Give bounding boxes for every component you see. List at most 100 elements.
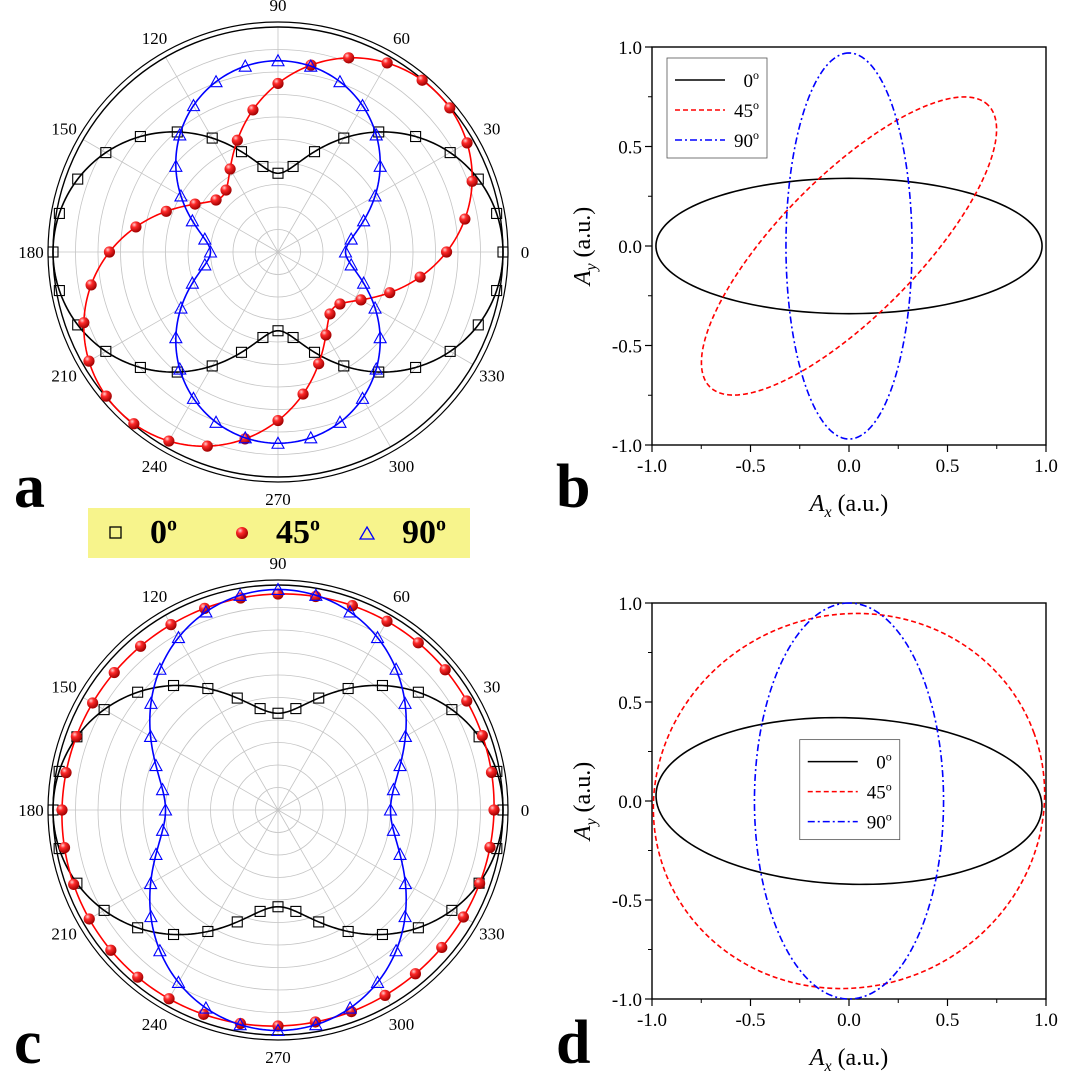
angular-tick-label: 150 bbox=[51, 120, 77, 139]
data-point-90 bbox=[271, 1023, 285, 1037]
series-0-ellipse bbox=[655, 716, 1043, 886]
data-point-45 bbox=[381, 615, 393, 627]
angular-tick-label: 240 bbox=[142, 457, 168, 476]
angular-tick-label: 240 bbox=[142, 1015, 168, 1034]
data-point-0 bbox=[171, 126, 183, 138]
data-point-45 bbox=[83, 913, 95, 925]
panel-label-c: c bbox=[14, 1009, 42, 1077]
data-point-0 bbox=[235, 146, 248, 158]
x-tick-label: -0.5 bbox=[735, 456, 765, 477]
data-point-0 bbox=[444, 345, 456, 357]
data-point-45 bbox=[160, 205, 172, 217]
data-point-90 bbox=[356, 213, 371, 227]
data-point-45 bbox=[439, 664, 451, 676]
data-point-0 bbox=[338, 360, 350, 372]
angular-tick-label: 300 bbox=[389, 1015, 415, 1034]
data-point-90 bbox=[369, 127, 384, 141]
data-point-90 bbox=[171, 975, 186, 988]
data-point-90 bbox=[389, 662, 404, 675]
shared-legend: 0o 45o 90o bbox=[88, 508, 470, 558]
data-point-0 bbox=[134, 130, 146, 143]
data-point-90 bbox=[303, 430, 318, 444]
data-point-45 bbox=[189, 198, 201, 210]
data-point-0 bbox=[231, 916, 243, 928]
data-point-0 bbox=[308, 146, 321, 158]
data-point-45 bbox=[313, 358, 325, 370]
data-point-45 bbox=[56, 804, 68, 816]
series-0-fit-curve bbox=[52, 684, 504, 936]
data-point-0 bbox=[376, 928, 389, 941]
data-point-45 bbox=[444, 102, 456, 114]
filled-sphere-marker-icon bbox=[236, 527, 248, 539]
data-point-0 bbox=[254, 703, 266, 715]
polar-chart-a: 0 30 60 90 120 150 180 210 240 270 300 330 bbox=[18, 0, 529, 509]
polar-grid-spoke bbox=[277, 809, 474, 923]
data-point-90 bbox=[186, 391, 201, 404]
data-point-0 bbox=[72, 173, 84, 185]
data-point-90 bbox=[174, 300, 188, 314]
y-tick-label: 0.5 bbox=[618, 693, 642, 714]
data-point-0 bbox=[167, 679, 180, 692]
data-point-0 bbox=[206, 360, 218, 372]
data-point-45 bbox=[103, 246, 116, 258]
legend-label-0: 0o bbox=[744, 68, 760, 92]
data-point-45 bbox=[224, 163, 236, 175]
data-point-45 bbox=[231, 134, 243, 146]
data-point-0 bbox=[308, 346, 321, 358]
data-point-45 bbox=[381, 57, 393, 69]
x-tick-label: 0.5 bbox=[936, 456, 960, 477]
data-point-90 bbox=[197, 257, 212, 271]
panel-label-d: d bbox=[556, 1009, 591, 1077]
series-90-ellipse bbox=[753, 602, 945, 1000]
polar-chart-c: 0 30 60 90 120 150 180 210 240 270 300 330 bbox=[18, 554, 529, 1067]
angular-tick-label: 120 bbox=[142, 29, 168, 48]
y-axis-title: Ay (a.u.) bbox=[570, 207, 600, 287]
data-point-90 bbox=[168, 159, 183, 172]
x-tick-label: 0.5 bbox=[936, 1010, 960, 1031]
data-point-45 bbox=[130, 221, 142, 233]
data-point-45 bbox=[343, 52, 355, 64]
data-point-90 bbox=[398, 876, 413, 890]
legend-label-0: 0o bbox=[876, 750, 892, 774]
open-square-marker-icon bbox=[109, 526, 122, 539]
data-point-90 bbox=[143, 876, 158, 890]
data-point-45 bbox=[165, 619, 177, 631]
series-90-fit-curve bbox=[174, 59, 382, 445]
data-point-0 bbox=[132, 686, 144, 698]
data-point-0 bbox=[410, 130, 422, 143]
data-point-90 bbox=[355, 391, 370, 404]
data-point-45 bbox=[83, 355, 95, 367]
legend-box bbox=[666, 57, 768, 159]
data-point-0 bbox=[47, 246, 59, 258]
data-point-0 bbox=[231, 692, 243, 704]
y-tick-label: -0.5 bbox=[612, 337, 642, 358]
data-point-90 bbox=[271, 53, 285, 67]
y-tick-label: 0.5 bbox=[618, 138, 642, 159]
data-point-0 bbox=[290, 905, 302, 917]
data-point-45 bbox=[459, 213, 471, 225]
data-point-90 bbox=[185, 213, 200, 227]
polar-grid-spoke bbox=[277, 251, 391, 448]
data-point-90 bbox=[155, 782, 170, 796]
data-point-45 bbox=[220, 184, 232, 196]
data-point-0 bbox=[342, 682, 354, 695]
data-point-45 bbox=[324, 308, 336, 320]
data-point-45 bbox=[163, 435, 175, 447]
data-point-90 bbox=[389, 943, 404, 957]
x-axis-title: Ax (a.u.) bbox=[808, 491, 888, 521]
data-point-0 bbox=[446, 704, 458, 716]
data-point-90 bbox=[238, 59, 253, 72]
angular-tick-label: 300 bbox=[389, 457, 415, 476]
y-tick-label: 0.0 bbox=[618, 237, 642, 258]
data-point-45 bbox=[210, 194, 222, 206]
data-point-45 bbox=[484, 841, 496, 853]
data-point-45 bbox=[440, 246, 453, 258]
data-point-0 bbox=[202, 682, 214, 695]
angular-tick-label: 60 bbox=[393, 587, 410, 606]
data-point-90 bbox=[368, 300, 382, 314]
data-point-0 bbox=[257, 331, 269, 344]
data-point-45 bbox=[100, 390, 112, 402]
data-point-0 bbox=[338, 132, 350, 144]
x-tick-label: -1.0 bbox=[637, 1010, 667, 1031]
data-point-45 bbox=[416, 74, 428, 86]
